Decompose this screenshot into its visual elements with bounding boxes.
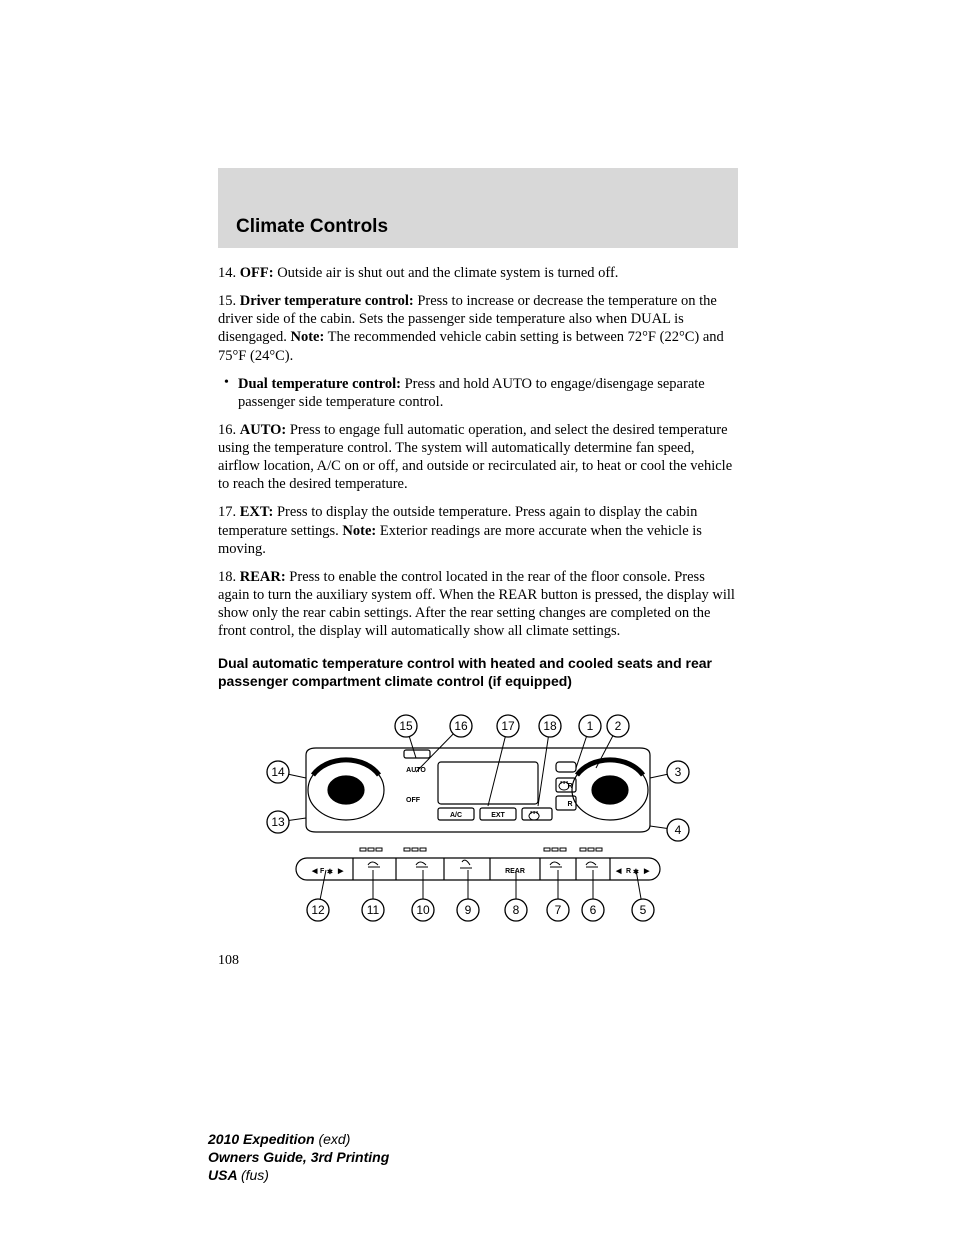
item-number: 17. (218, 504, 240, 520)
footer-region-code: (fus) (241, 1167, 269, 1183)
callout-number: 8 (513, 903, 520, 917)
bullet-label: Dual temperature control: (238, 376, 401, 392)
callout-number: 4 (675, 823, 682, 837)
callout-number: 18 (543, 719, 557, 733)
section-title: Climate Controls (236, 216, 720, 238)
item-number: 14. (218, 265, 240, 281)
callout-number: 15 (399, 719, 413, 733)
subheading: Dual automatic temperature control with … (218, 654, 738, 690)
svg-text:▶: ▶ (643, 868, 650, 875)
callout-number: 9 (465, 903, 472, 917)
callout-number: 16 (454, 719, 468, 733)
label-off: OFF (406, 797, 421, 804)
label-r-side: R (626, 868, 631, 875)
label-f: F (320, 868, 325, 875)
control-panel-diagram: AUTO OFF A/C EXT REAR R R ◀ F ✱ ▶ ◀ R ✱ … (248, 705, 708, 935)
label-ext: EXT (491, 812, 505, 819)
note-label: Note: (290, 329, 324, 345)
item-17: 17. EXT: Press to display the outside te… (218, 503, 738, 557)
callout-number: 5 (640, 903, 647, 917)
page-number: 108 (218, 953, 738, 969)
page-content: Climate Controls 14. OFF: Outside air is… (218, 168, 738, 969)
callout-number: 10 (416, 903, 430, 917)
callout-number: 11 (367, 903, 380, 917)
item-number: 15. (218, 293, 240, 309)
item-text: Outside air is shut out and the climate … (274, 265, 619, 281)
item-label: Driver temperature control: (240, 293, 414, 309)
item-number: 18. (218, 569, 240, 585)
label-auto: AUTO (406, 767, 426, 774)
callout-number: 13 (271, 815, 285, 829)
item-14: 14. OFF: Outside air is shut out and the… (218, 264, 738, 282)
svg-text:◀: ◀ (311, 868, 318, 875)
item-label: OFF: (240, 265, 274, 281)
callout-number: 6 (590, 903, 597, 917)
svg-text:◀: ◀ (615, 868, 622, 875)
callout-number: 1 (587, 719, 594, 733)
svg-text:✱: ✱ (327, 868, 333, 876)
section-header: Climate Controls (218, 168, 738, 248)
footer: 2010 Expedition (exd) Owners Guide, 3rd … (208, 1130, 389, 1185)
footer-region: USA (208, 1167, 241, 1183)
label-rear: REAR (505, 868, 525, 875)
svg-text:▶: ▶ (337, 868, 344, 875)
item-text: Press to engage full automatic operation… (218, 422, 732, 492)
footer-model: 2010 Expedition (208, 1131, 318, 1147)
item-16: 16. AUTO: Press to engage full automatic… (218, 421, 738, 494)
item-15: 15. Driver temperature control: Press to… (218, 292, 738, 365)
label-ac: A/C (450, 812, 462, 819)
callout-number: 7 (555, 903, 562, 917)
footer-code: (exd) (318, 1131, 350, 1147)
item-text: Press to enable the control located in t… (218, 569, 735, 639)
item-label: REAR: (240, 569, 286, 585)
item-label: EXT: (240, 504, 274, 520)
item-18: 18. REAR: Press to enable the control lo… (218, 568, 738, 641)
item-number: 16. (218, 422, 240, 438)
callout-number: 3 (675, 765, 682, 779)
item-label: AUTO: (240, 422, 286, 438)
note-label: Note: (342, 523, 376, 539)
callout-number: 17 (501, 719, 515, 733)
footer-guide: Owners Guide, 3rd Printing (208, 1149, 389, 1165)
callout-number: 2 (615, 719, 622, 733)
body-text: 14. OFF: Outside air is shut out and the… (218, 264, 738, 969)
callout-number: 14 (271, 765, 285, 779)
callout-number: 12 (311, 903, 325, 917)
bullet-dual-temp: • Dual temperature control: Press and ho… (224, 375, 738, 411)
bullet-marker: • (224, 375, 238, 411)
label-r2: R (567, 801, 572, 808)
